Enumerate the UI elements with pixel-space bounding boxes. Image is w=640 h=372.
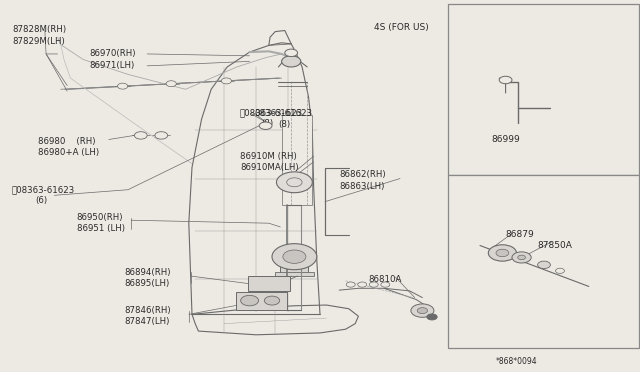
Circle shape <box>166 81 177 87</box>
Circle shape <box>346 282 355 287</box>
Circle shape <box>118 83 128 89</box>
Circle shape <box>285 49 298 57</box>
Circle shape <box>358 282 367 287</box>
Text: *868*0094: *868*0094 <box>496 357 538 366</box>
Text: Ⓢ08363-61623: Ⓢ08363-61623 <box>12 185 75 194</box>
Circle shape <box>259 122 272 129</box>
Circle shape <box>427 314 437 320</box>
Circle shape <box>499 76 512 84</box>
Circle shape <box>264 296 280 305</box>
Text: 86970(RH): 86970(RH) <box>90 49 136 58</box>
Text: 86879: 86879 <box>506 230 534 239</box>
Text: 86810A: 86810A <box>368 275 401 284</box>
Bar <box>448 4 639 175</box>
Text: 87846(RH): 87846(RH) <box>125 306 172 315</box>
Text: 87828M(RH): 87828M(RH) <box>13 25 67 34</box>
Circle shape <box>283 250 306 263</box>
Circle shape <box>134 132 147 139</box>
Circle shape <box>221 78 232 84</box>
Bar <box>280 257 308 273</box>
Circle shape <box>241 295 259 306</box>
Circle shape <box>369 282 378 287</box>
Circle shape <box>518 255 525 260</box>
Text: 86895(LH): 86895(LH) <box>125 279 170 288</box>
Text: (8): (8) <box>261 119 273 128</box>
Circle shape <box>287 178 302 187</box>
Circle shape <box>282 56 301 67</box>
Text: 86910MA(LH): 86910MA(LH) <box>240 163 299 172</box>
Text: 87829M(LH): 87829M(LH) <box>13 37 65 46</box>
Text: 86950(RH): 86950(RH) <box>77 213 124 222</box>
Text: 86910M (RH): 86910M (RH) <box>240 152 297 161</box>
Bar <box>448 175 639 348</box>
Text: (6): (6) <box>35 196 47 205</box>
Bar <box>282 115 312 205</box>
Circle shape <box>538 261 550 269</box>
Text: 86971(LH): 86971(LH) <box>90 61 135 70</box>
Text: 86951 (LH): 86951 (LH) <box>77 224 125 233</box>
Circle shape <box>488 245 516 261</box>
Text: 08363-61623: 08363-61623 <box>255 109 313 118</box>
Bar <box>275 272 314 276</box>
Circle shape <box>556 268 564 273</box>
Text: 87847(LH): 87847(LH) <box>125 317 170 326</box>
Circle shape <box>496 249 509 257</box>
Text: Ⓢ08363-61623: Ⓢ08363-61623 <box>240 108 303 117</box>
Text: 86862(RH): 86862(RH) <box>339 170 386 179</box>
Text: 4S (FOR US): 4S (FOR US) <box>374 23 429 32</box>
Text: 86863(LH): 86863(LH) <box>339 182 385 190</box>
Circle shape <box>272 244 317 270</box>
Text: 86999: 86999 <box>492 135 520 144</box>
Circle shape <box>411 304 434 317</box>
Text: 86894(RH): 86894(RH) <box>125 268 172 277</box>
Text: 86980+A (LH): 86980+A (LH) <box>38 148 100 157</box>
Text: 86980    (RH): 86980 (RH) <box>38 137 96 146</box>
Circle shape <box>417 308 428 314</box>
Text: (8): (8) <box>278 120 291 129</box>
Text: 87850A: 87850A <box>538 241 572 250</box>
Circle shape <box>512 252 531 263</box>
Circle shape <box>381 282 390 287</box>
Circle shape <box>155 132 168 139</box>
Bar <box>236 292 287 310</box>
Bar <box>248 276 290 291</box>
Circle shape <box>276 172 312 193</box>
